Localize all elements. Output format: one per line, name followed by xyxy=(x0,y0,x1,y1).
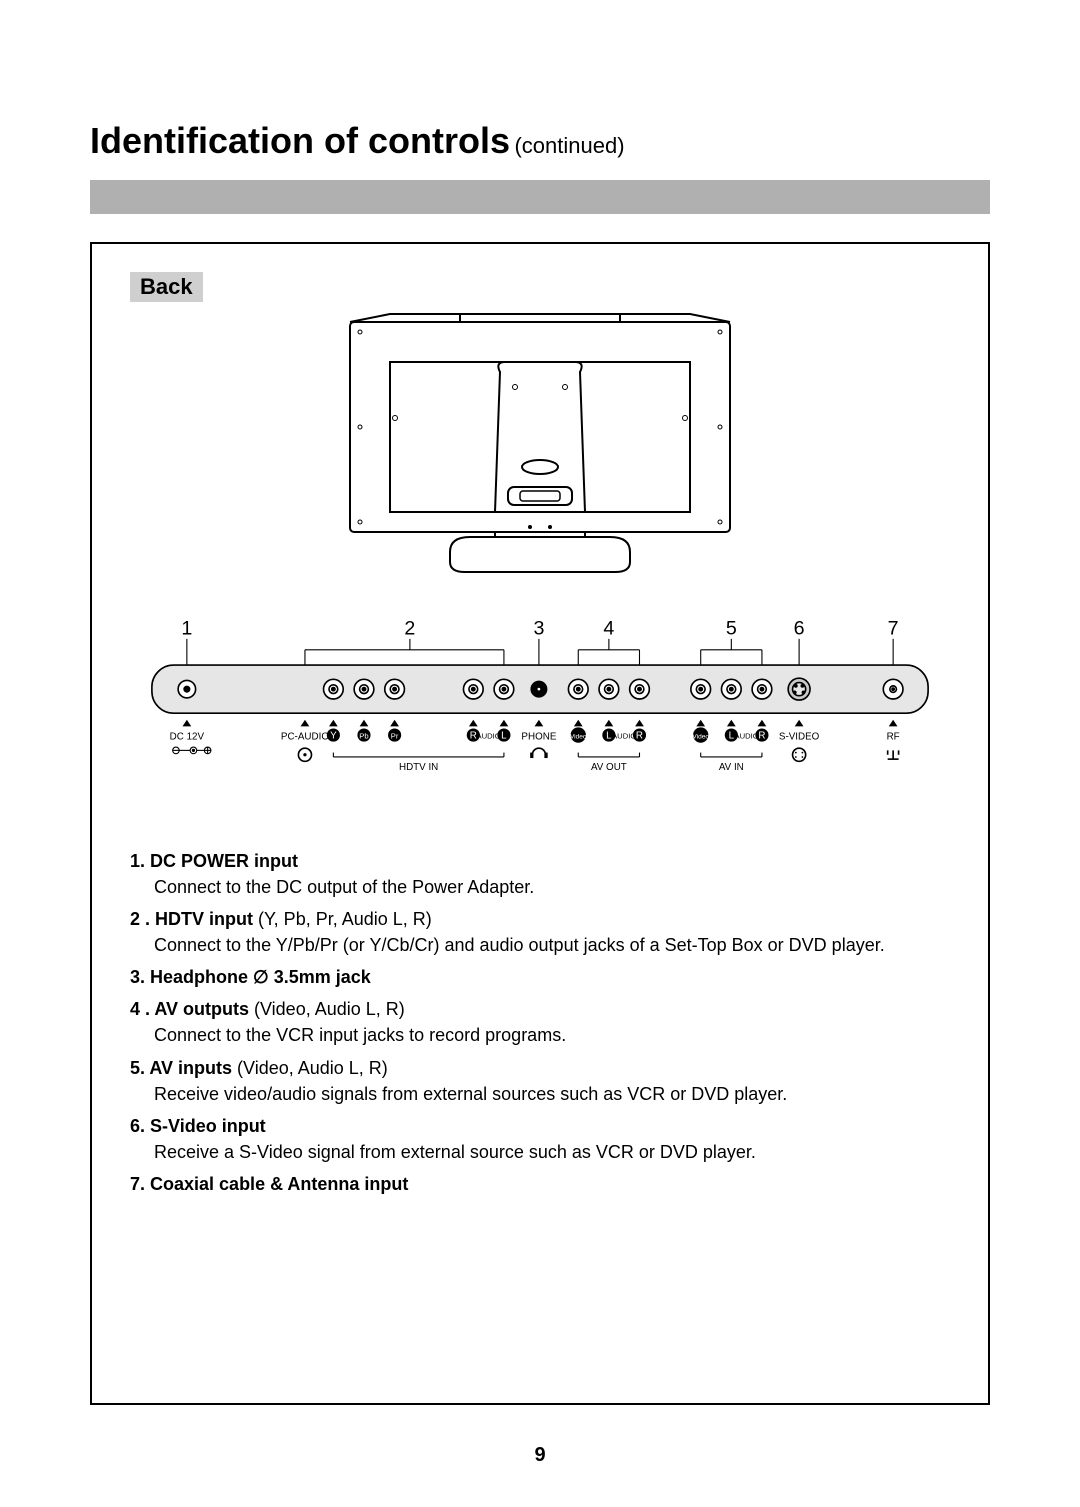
lbl-video2: Video xyxy=(692,733,709,740)
desc-body: Connect to the DC output of the Power Ad… xyxy=(154,874,950,900)
description-item: 1. DC POWER input Connect to the DC outpu… xyxy=(130,848,950,900)
page: Identification of controls (continued) B… xyxy=(0,0,1080,1465)
connector-panel: 1 2 3 4 5 6 7 xyxy=(130,617,950,808)
desc-head: Headphone ∅ 3.5mm jack xyxy=(150,967,371,987)
num-6: 6 xyxy=(794,617,805,639)
lbl-video1: Video xyxy=(570,733,587,740)
lbl-y: Y xyxy=(330,730,337,741)
lbl-l1: L xyxy=(501,730,507,741)
desc-number: 5. xyxy=(130,1058,149,1078)
num-4: 4 xyxy=(603,617,614,639)
desc-head: . HDTV input xyxy=(145,909,253,929)
description-item: 5. AV inputs (Video, Audio L, R) Receive … xyxy=(130,1055,950,1107)
lbl-pr: Pr xyxy=(391,731,399,740)
lbl-rf: RF xyxy=(887,731,900,742)
lbl-pb: Pb xyxy=(359,731,368,740)
desc-body: Receive a S-Video signal from external s… xyxy=(154,1139,950,1165)
desc-number: 6. xyxy=(130,1116,150,1136)
lbl-svideo: S-VIDEO xyxy=(779,731,820,742)
desc-body: Receive video/audio signals from externa… xyxy=(154,1081,950,1107)
description-item: 7. Coaxial cable & Antenna input xyxy=(130,1171,950,1197)
num-2: 2 xyxy=(404,617,415,639)
description-list: 1. DC POWER input Connect to the DC outpu… xyxy=(130,848,950,1197)
lbl-audio1: AUDIO xyxy=(477,731,501,740)
lbl-avin: AV IN xyxy=(719,762,744,773)
desc-body: Connect to the VCR input jacks to record… xyxy=(154,1022,950,1048)
tv-illustration xyxy=(130,312,950,587)
description-item: 4 . AV outputs (Video, Audio L, R) Connec… xyxy=(130,996,950,1048)
lbl-dc12v: DC 12V xyxy=(170,731,205,742)
description-item: 6. S-Video input Receive a S-Video signal… xyxy=(130,1113,950,1165)
back-label: Back xyxy=(130,272,203,302)
desc-head: S-Video input xyxy=(150,1116,266,1136)
lbl-audio3: AUDIO xyxy=(735,731,759,740)
page-title: Identification of controls (continued) xyxy=(90,120,990,162)
desc-head: Coaxial cable & Antenna input xyxy=(150,1174,408,1194)
content-frame: Back xyxy=(90,242,990,1405)
lbl-audio2: AUDIO xyxy=(612,731,636,740)
desc-number: 3. xyxy=(130,967,150,987)
connector-panel-icon: 1 2 3 4 5 6 7 xyxy=(130,617,950,803)
desc-head: DC POWER input xyxy=(150,851,298,871)
desc-number: 4 xyxy=(130,999,145,1019)
lbl-r2: R xyxy=(636,730,643,741)
desc-sub: (Y, Pb, Pr, Audio L, R) xyxy=(253,909,432,929)
desc-body: Connect to the Y/Pb/Pr (or Y/Cb/Cr) and … xyxy=(154,932,950,958)
num-1: 1 xyxy=(181,617,192,639)
num-3: 3 xyxy=(533,617,544,639)
section-bar xyxy=(90,180,990,214)
desc-number: 7. xyxy=(130,1174,150,1194)
title-main: Identification of controls xyxy=(90,120,510,161)
desc-sub: (Video, Audio L, R) xyxy=(249,999,405,1019)
lbl-pcaudio: PC-AUDIO xyxy=(281,731,329,742)
description-item: 3. Headphone ∅ 3.5mm jack xyxy=(130,964,950,990)
desc-sub: (Video, Audio L, R) xyxy=(232,1058,388,1078)
tv-back-icon xyxy=(330,312,750,582)
desc-number: 2 xyxy=(130,909,145,929)
lbl-r3: R xyxy=(758,730,765,741)
desc-head: AV inputs xyxy=(149,1058,232,1078)
title-sub: (continued) xyxy=(514,133,624,158)
num-5: 5 xyxy=(726,617,737,639)
num-7: 7 xyxy=(888,617,899,639)
desc-number: 1. xyxy=(130,851,150,871)
lbl-phone: PHONE xyxy=(521,731,556,742)
desc-head: . AV outputs xyxy=(145,999,249,1019)
lbl-hdtvin: HDTV IN xyxy=(399,762,438,773)
description-item: 2 . HDTV input (Y, Pb, Pr, Audio L, R) Co… xyxy=(130,906,950,958)
lbl-avout: AV OUT xyxy=(591,762,627,773)
page-number: 9 xyxy=(0,1444,1080,1467)
